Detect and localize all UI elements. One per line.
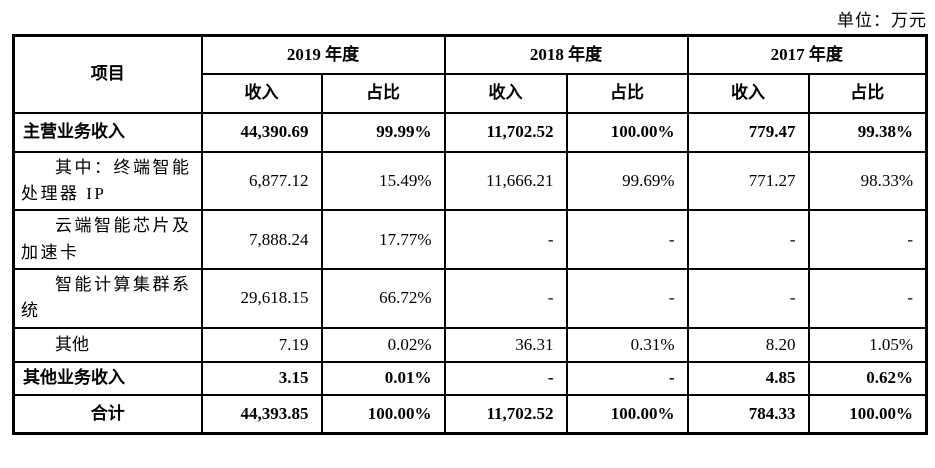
cell-share-2019: 15.49%	[320, 150, 446, 212]
subheader-share-2017: 占比	[807, 72, 928, 114]
cell-share-2018: 100.00%	[565, 111, 689, 153]
cell-income-2018: 36.31	[443, 326, 568, 363]
cell-income-2017: -	[686, 209, 810, 270]
row-label: 其他业务收入	[12, 360, 203, 396]
cell-income-2017: 779.47	[686, 111, 810, 153]
cell-share-2019: 17.77%	[320, 209, 446, 270]
cell-share-2019: 0.02%	[320, 326, 446, 363]
row-label: 其他	[12, 326, 203, 363]
cell-share-2017: 98.33%	[807, 150, 928, 212]
subheader-income-2019: 收入	[200, 72, 323, 114]
subheader-share-2018: 占比	[565, 72, 689, 114]
table-row-cloud-chip: 云端智能芯片及 加速卡 7,888.24 17.77% - - - -	[12, 209, 928, 270]
row-label: 云端智能芯片及 加速卡	[12, 209, 203, 270]
header-row-years: 项目 2019 年度 2018 年度 2017 年度	[12, 34, 928, 114]
cell-share-2019: 99.99%	[320, 111, 446, 153]
subheader-income-2017: 收入	[686, 72, 810, 114]
cell-income-2018: -	[443, 267, 568, 329]
col-header-2019: 2019 年度	[200, 34, 446, 75]
header-row-subcols: 收入 占比 收入 占比 收入 占比	[14, 72, 928, 114]
cell-share-2017: -	[807, 209, 928, 270]
cell-income-2019: 44,393.85	[200, 393, 323, 435]
cell-income-2018: 11,702.52	[443, 111, 568, 153]
cell-income-2018: -	[443, 360, 568, 396]
revenue-table: 项目 2019 年度 2018 年度 2017 年度 收入 占比 收入 占比 收…	[12, 34, 928, 436]
col-header-2017: 2017 年度	[686, 34, 928, 75]
table-row-cluster-system: 智能计算集群系 统 29,618.15 66.72% - - - -	[12, 267, 928, 329]
cell-income-2017: 771.27	[686, 150, 810, 212]
col-header-2018: 2018 年度	[443, 34, 689, 75]
subheader-income-2018: 收入	[443, 72, 568, 114]
table-row-main-revenue: 主营业务收入 44,390.69 99.99% 11,702.52 100.00…	[12, 111, 928, 153]
cell-income-2017: 784.33	[686, 393, 810, 435]
cell-share-2017: -	[807, 267, 928, 329]
table-row-other-business-revenue: 其他业务收入 3.15 0.01% - - 4.85 0.62%	[12, 360, 928, 396]
cell-share-2017: 100.00%	[807, 393, 928, 435]
cell-share-2017: 99.38%	[807, 111, 928, 153]
cell-income-2019: 44,390.69	[200, 111, 323, 153]
table-row-total: 合计 44,393.85 100.00% 11,702.52 100.00% 7…	[12, 393, 928, 435]
cell-income-2019: 3.15	[200, 360, 323, 396]
cell-income-2019: 29,618.15	[200, 267, 323, 329]
cell-income-2019: 6,877.12	[200, 150, 323, 212]
cell-income-2019: 7.19	[200, 326, 323, 363]
cell-share-2018: -	[565, 360, 689, 396]
cell-income-2019: 7,888.24	[200, 209, 323, 270]
row-label: 智能计算集群系 统	[12, 267, 203, 329]
table-row-terminal-ip: 其中：终端智能 处理器 IP 6,877.12 15.49% 11,666.21…	[12, 150, 928, 212]
cell-share-2018: 0.31%	[565, 326, 689, 363]
col-header-item: 项目	[12, 34, 203, 114]
cell-share-2019: 0.01%	[320, 360, 446, 396]
cell-share-2018: -	[565, 267, 689, 329]
cell-income-2018: -	[443, 209, 568, 270]
cell-share-2019: 66.72%	[320, 267, 446, 329]
cell-income-2017: 8.20	[686, 326, 810, 363]
cell-income-2018: 11,702.52	[443, 393, 568, 435]
cell-income-2017: 4.85	[686, 360, 810, 396]
cell-share-2017: 1.05%	[807, 326, 928, 363]
cell-share-2018: 100.00%	[565, 393, 689, 435]
cell-share-2018: 99.69%	[565, 150, 689, 212]
row-label: 合计	[12, 393, 203, 435]
cell-income-2018: 11,666.21	[443, 150, 568, 212]
cell-share-2018: -	[565, 209, 689, 270]
cell-share-2017: 0.62%	[807, 360, 928, 396]
subheader-share-2019: 占比	[320, 72, 446, 114]
row-label: 其中：终端智能 处理器 IP	[12, 150, 203, 212]
cell-share-2019: 100.00%	[320, 393, 446, 435]
table-row-other: 其他 7.19 0.02% 36.31 0.31% 8.20 1.05%	[12, 326, 928, 363]
row-label: 主营业务收入	[12, 111, 203, 153]
unit-label: 单位：万元	[837, 11, 927, 30]
cell-income-2017: -	[686, 267, 810, 329]
